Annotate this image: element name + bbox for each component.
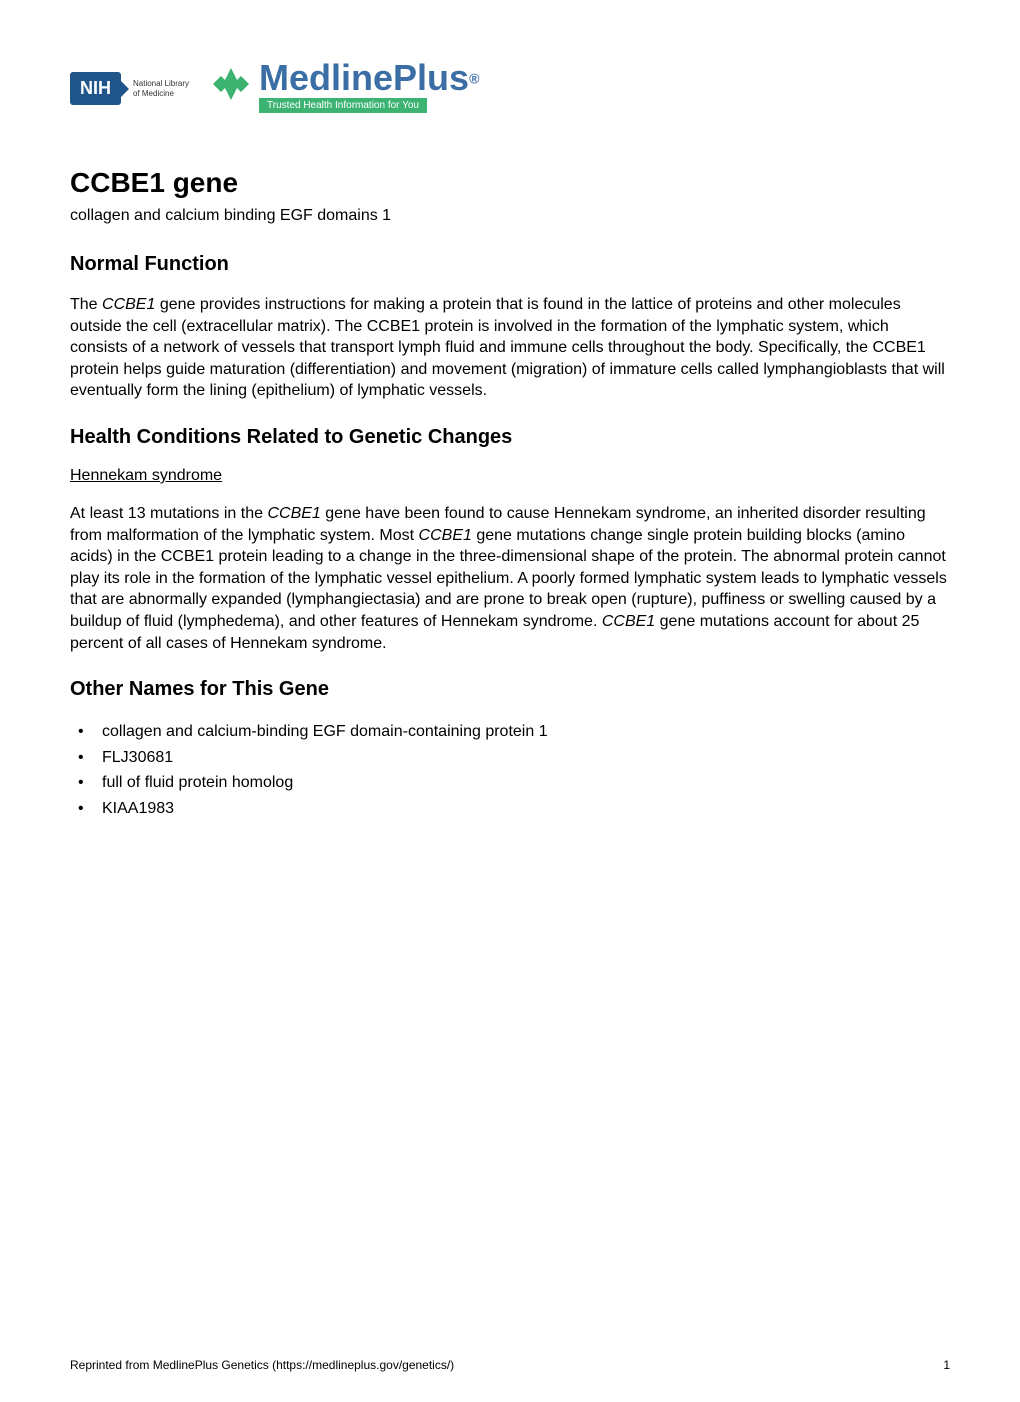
normal-function-heading: Normal Function [70, 253, 950, 276]
hennekam-subheading: Hennekam syndrome [70, 467, 950, 485]
medlineplus-title-row: MedlinePlus® [259, 60, 479, 96]
medlineplus-title: MedlinePlus [259, 57, 469, 98]
list-item: FLJ30681 [78, 745, 950, 771]
medlineplus-text-block: MedlinePlus® Trusted Health Information … [259, 60, 479, 113]
registered-mark: ® [469, 71, 479, 87]
other-names-heading: Other Names for This Gene [70, 678, 950, 701]
nlm-line2: of Medicine [133, 89, 189, 99]
nih-badge: NIH National Library of Medicine [70, 72, 189, 105]
footer-source: Reprinted from MedlinePlus Genetics (htt… [70, 1358, 454, 1372]
gene-title: CCBE1 gene [70, 167, 950, 199]
health-conditions-heading: Health Conditions Related to Genetic Cha… [70, 426, 950, 449]
nf-gene: CCBE1 [102, 296, 155, 313]
list-item: KIAA1983 [78, 796, 950, 822]
nf-body: gene provides instructions for making a … [70, 296, 945, 399]
nih-logo-box: NIH [70, 72, 121, 105]
health-conditions-text: At least 13 mutations in the CCBE1 gene … [70, 503, 950, 654]
hc-gene3: CCBE1 [602, 613, 655, 630]
normal-function-text: The CCBE1 gene provides instructions for… [70, 294, 950, 402]
medlineplus-icon [207, 60, 255, 117]
footer: Reprinted from MedlinePlus Genetics (htt… [0, 1358, 1020, 1372]
medlineplus-tagline: Trusted Health Information for You [259, 98, 427, 113]
hc-gene2: CCBE1 [419, 527, 472, 544]
medlineplus-logo: MedlinePlus® Trusted Health Information … [207, 60, 479, 117]
hc-gene1: CCBE1 [267, 505, 320, 522]
nf-prefix: The [70, 296, 102, 313]
logo-container: NIH National Library of Medicine Medline… [70, 60, 950, 117]
hc-prefix: At least 13 mutations in the [70, 505, 267, 522]
nlm-line1: National Library [133, 79, 189, 89]
gene-subtitle: collagen and calcium binding EGF domains… [70, 207, 950, 225]
other-names-list: collagen and calcium-binding EGF domain-… [70, 719, 950, 821]
list-item: collagen and calcium-binding EGF domain-… [78, 719, 950, 745]
footer-page-number: 1 [943, 1358, 950, 1372]
list-item: full of fluid protein homolog [78, 770, 950, 796]
nlm-label: National Library of Medicine [133, 79, 189, 98]
